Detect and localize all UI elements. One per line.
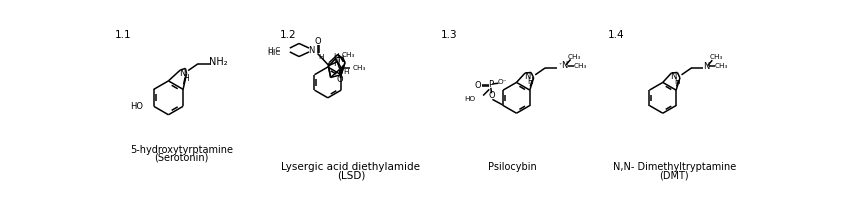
Text: O: O [488, 91, 495, 100]
Text: H: H [333, 53, 338, 59]
Text: NH₂: NH₂ [209, 57, 228, 67]
Text: 1.1: 1.1 [115, 30, 131, 40]
Text: O⁻: O⁻ [497, 79, 507, 85]
Text: CH₃: CH₃ [715, 63, 728, 69]
Text: 1.2: 1.2 [280, 30, 296, 40]
Text: N: N [337, 55, 343, 64]
Text: 1.4: 1.4 [608, 30, 624, 40]
Text: HO: HO [464, 96, 475, 102]
Text: 1.3: 1.3 [441, 30, 457, 40]
Text: N: N [561, 61, 568, 70]
Text: N,N- Dimethyltryptamine: N,N- Dimethyltryptamine [613, 162, 736, 172]
Text: CH₃: CH₃ [568, 54, 581, 60]
Text: Lysergic acid diethylamide: Lysergic acid diethylamide [281, 162, 421, 172]
Text: O: O [315, 37, 321, 46]
Text: CH₃: CH₃ [353, 65, 366, 71]
Text: CH₃: CH₃ [573, 63, 586, 69]
Text: ⁺: ⁺ [558, 63, 561, 68]
Text: N: N [179, 69, 186, 78]
Text: O: O [474, 81, 481, 90]
Text: (Serotonin): (Serotonin) [155, 153, 209, 163]
Text: N: N [703, 62, 709, 71]
Text: Psilocybin: Psilocybin [488, 162, 537, 172]
Text: N: N [524, 72, 530, 81]
Text: H₃C: H₃C [267, 47, 280, 53]
Text: H₃C: H₃C [267, 50, 280, 56]
Text: (DMT): (DMT) [660, 171, 689, 181]
Text: N: N [671, 72, 677, 81]
Text: (LSD): (LSD) [337, 171, 366, 181]
Text: H: H [318, 54, 323, 60]
Text: H: H [183, 74, 189, 83]
Text: N: N [333, 59, 340, 68]
Text: H: H [528, 77, 534, 86]
Text: P: P [488, 80, 493, 89]
Text: HO: HO [130, 102, 143, 111]
Text: H: H [674, 77, 680, 86]
Text: O: O [337, 75, 343, 84]
Text: N: N [309, 46, 314, 55]
Text: CH₃: CH₃ [710, 54, 722, 60]
Text: 5-hydroxytyrptamine: 5-hydroxytyrptamine [130, 145, 233, 155]
Text: H: H [343, 69, 348, 75]
Text: CH₃: CH₃ [342, 52, 354, 58]
